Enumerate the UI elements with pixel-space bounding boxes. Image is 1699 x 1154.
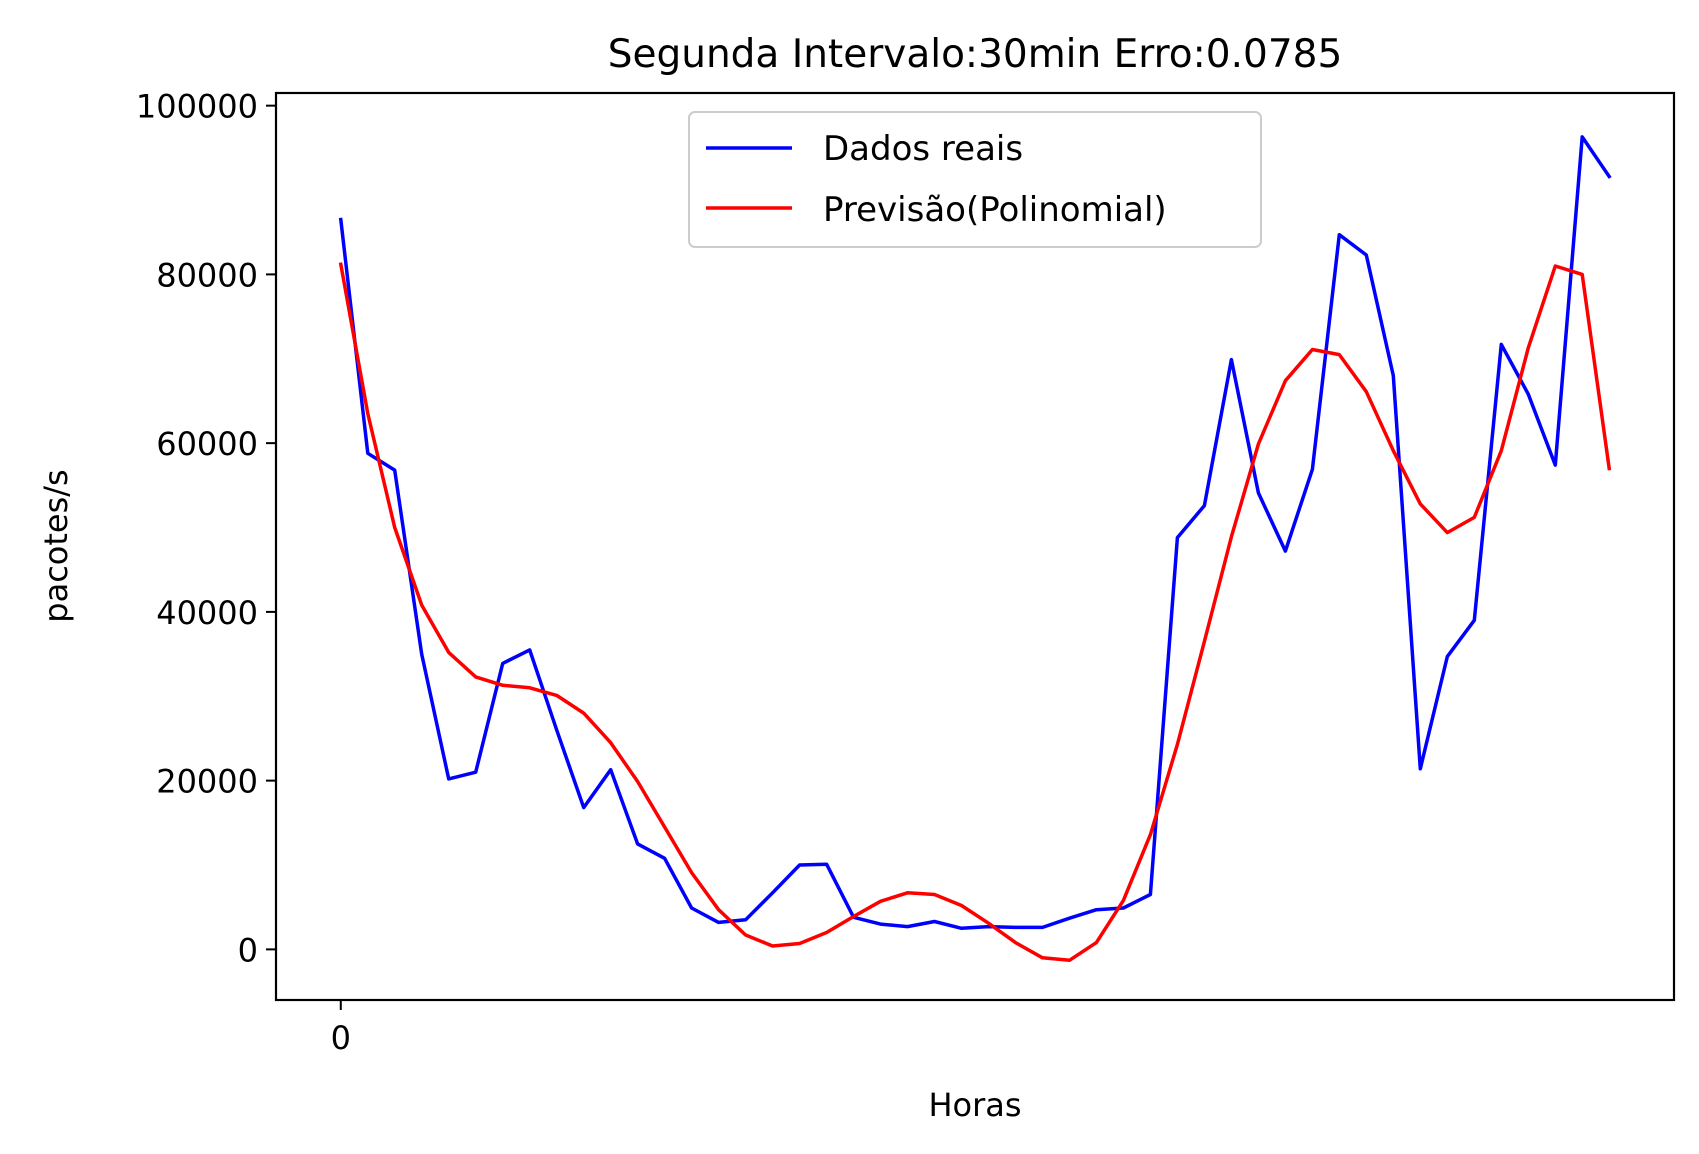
series-line-dados-reais [338, 135, 1612, 931]
y-axis-label: pacotes/s [37, 469, 75, 622]
y-tick-label: 20000 [156, 763, 258, 801]
series-line-previsao [338, 262, 1612, 963]
y-tick-label: 100000 [136, 88, 258, 126]
legend-label-dados-reais: Dados reais [823, 129, 1023, 169]
y-tick-label: 80000 [156, 256, 258, 294]
legend: Dados reais Previsão(Polinomial) [688, 111, 1262, 248]
x-axis-label: Horas [928, 1086, 1021, 1124]
y-tick-label: 40000 [156, 594, 258, 632]
x-axis: 0 [331, 1000, 351, 1057]
y-tick-label: 0 [238, 931, 258, 969]
chart-title: Segunda Intervalo:30min Erro:0.0785 [608, 32, 1343, 77]
legend-box [688, 111, 1262, 248]
series-layer [338, 135, 1612, 963]
legend-label-previsao: Previsão(Polinomial) [823, 190, 1167, 230]
plot-frame [274, 91, 1676, 1002]
y-tick-label: 60000 [156, 425, 258, 463]
x-tick-label: 0 [331, 1019, 351, 1057]
y-axis: 0 20000 40000 60000 80000 100000 [136, 88, 276, 969]
plot-area [274, 91, 1676, 1002]
